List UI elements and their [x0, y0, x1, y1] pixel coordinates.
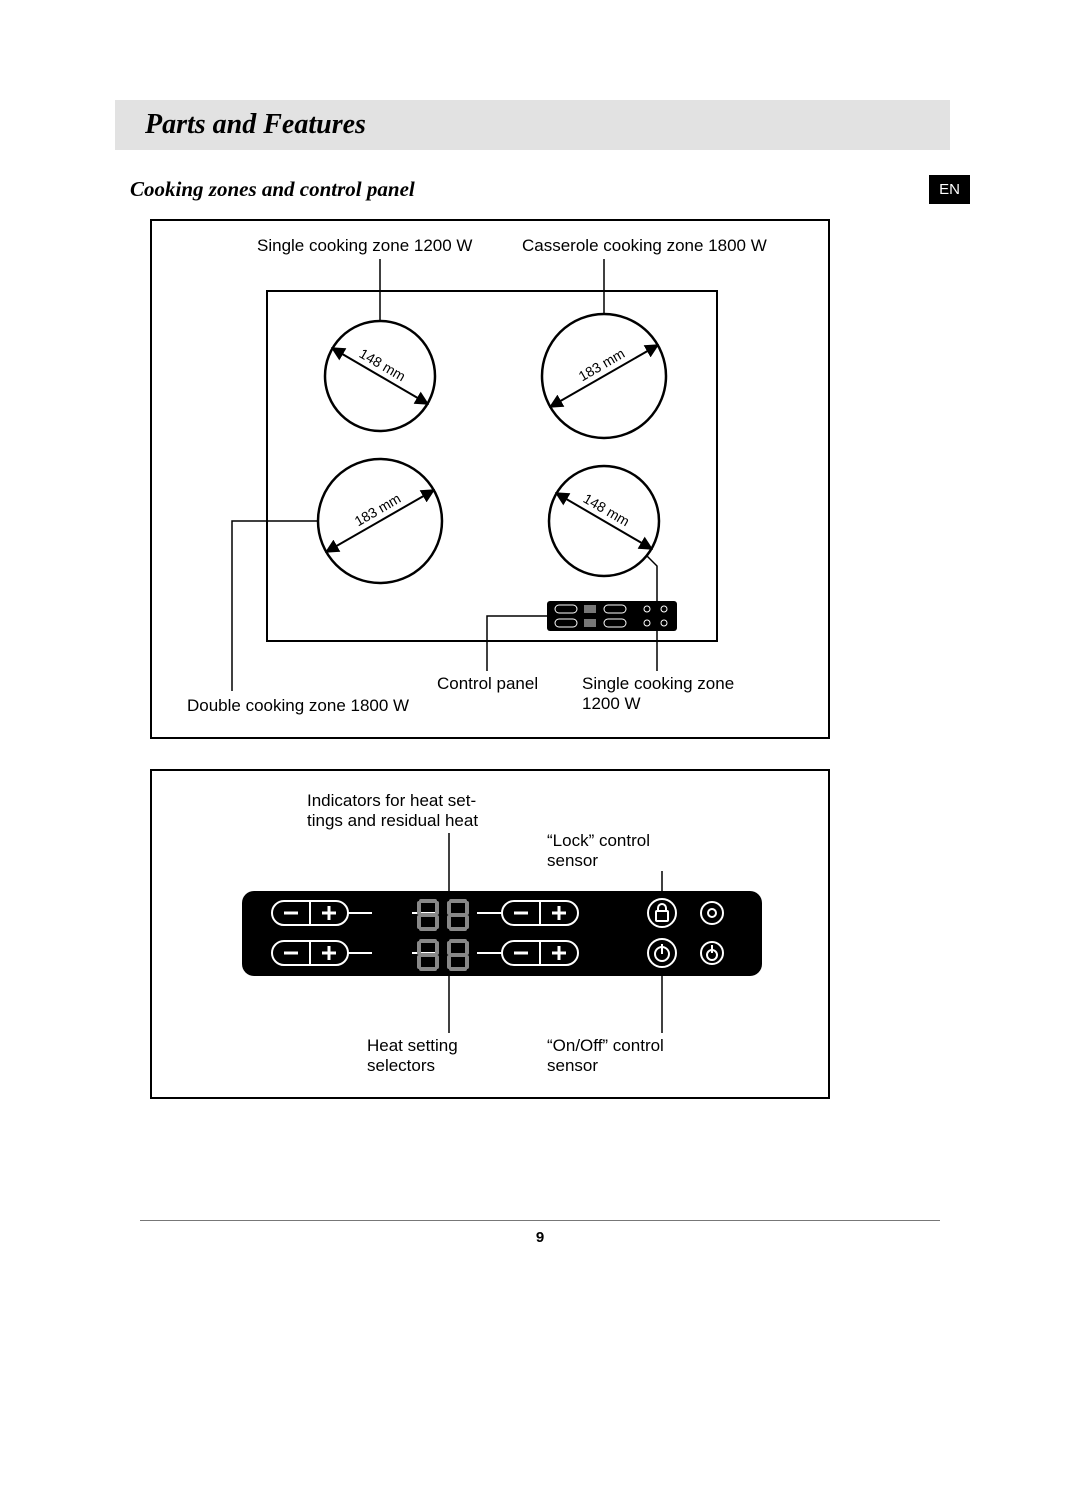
label-onoff-sensor-2: sensor: [547, 1056, 598, 1075]
label-single-zone-1200w-bottom-2: 1200 W: [582, 694, 641, 713]
control-panel-closeup: [242, 891, 762, 976]
label-double-zone-1800w: Double cooking zone 1800 W: [187, 696, 409, 715]
page-title: Parts and Features: [145, 109, 366, 141]
zone-tl: 148 mm: [325, 321, 435, 431]
label-single-zone-1200w-bottom-1: Single cooking zone: [582, 674, 734, 693]
page-number: 9: [536, 1229, 544, 1246]
leader-bl: [232, 521, 318, 691]
label-control-panel: Control panel: [437, 674, 538, 693]
label-lock-sensor-1: “Lock” control: [547, 831, 650, 850]
label-heat-selectors-1: Heat setting: [367, 1036, 458, 1055]
control-panel-diagram: Indicators for heat set- tings and resid…: [150, 769, 830, 1099]
title-bar: Parts and Features: [115, 100, 950, 150]
zone-bl: 183 mm: [318, 459, 442, 583]
label-heat-indicators-2: tings and residual heat: [307, 811, 478, 830]
label-lock-sensor-2: sensor: [547, 851, 598, 870]
label-onoff-sensor-1: “On/Off” control: [547, 1036, 664, 1055]
zone-br: 148 mm: [549, 466, 659, 576]
leader-bm: [487, 616, 547, 671]
zone-tr: 183 mm: [542, 314, 666, 438]
language-badge: EN: [929, 175, 970, 204]
cooktop-diagram: Single cooking zone 1200 W Casserole coo…: [150, 219, 830, 739]
label-casserole-zone-1800w: Casserole cooking zone 1800 W: [522, 236, 767, 255]
section-subheading: Cooking zones and control panel: [130, 177, 929, 202]
label-heat-selectors-2: selectors: [367, 1056, 435, 1075]
label-heat-indicators-1: Indicators for heat set-: [307, 791, 476, 810]
label-single-zone-1200w-top: Single cooking zone 1200 W: [257, 236, 472, 255]
